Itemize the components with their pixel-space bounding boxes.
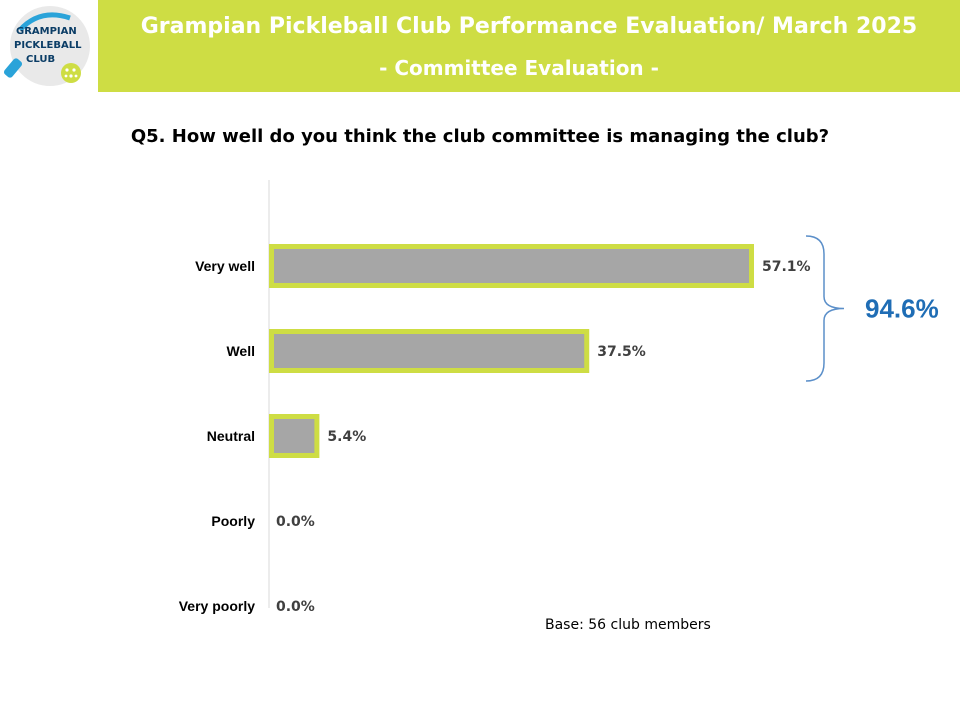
- logo-line-3: CLUB: [26, 54, 55, 65]
- category-label-neutral: Neutral: [207, 428, 255, 444]
- chart-title: Q5. How well do you think the club commi…: [130, 126, 830, 147]
- value-label-well: 37.5%: [597, 344, 646, 360]
- page-title: Grampian Pickleball Club Performance Eva…: [140, 14, 918, 39]
- category-label-very-poorly: Very poorly: [179, 598, 255, 614]
- bar-well: [269, 329, 590, 373]
- category-label-very-well: Very well: [195, 258, 255, 274]
- header-banner: [98, 0, 960, 92]
- value-label-neutral: 5.4%: [327, 429, 366, 445]
- logo-line-2: PICKLEBALL: [14, 40, 82, 51]
- base-note: Base: 56 club members: [545, 617, 711, 633]
- brace-bracket: [805, 235, 845, 382]
- value-label-poorly: 0.0%: [276, 514, 315, 530]
- club-logo: GRAMPIAN PICKLEBALL CLUB: [3, 6, 90, 86]
- logo-ball-icon: [61, 63, 81, 83]
- total-annotation: 94.6%: [865, 294, 939, 324]
- category-label-well: Well: [226, 343, 255, 359]
- bar-neutral: [269, 414, 320, 458]
- logo-paddle-handle: [3, 58, 23, 78]
- value-label-very-poorly: 0.0%: [276, 599, 315, 615]
- logo-line-1: GRAMPIAN: [16, 26, 77, 37]
- value-label-very-well: 57.1%: [762, 259, 811, 275]
- category-label-poorly: Poorly: [211, 513, 255, 529]
- bar-very-well: [269, 244, 754, 288]
- page-subtitle: - Committee Evaluation -: [379, 56, 659, 80]
- bars-layer: Very well 57.1% Well 37.5% Neutral 5.4% Poorly…: [179, 180, 939, 615]
- logo-swoosh: [18, 12, 71, 32]
